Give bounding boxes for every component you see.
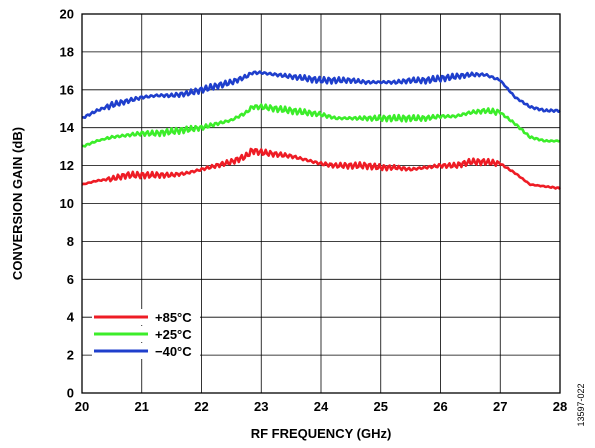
y-tick-label: 12 xyxy=(60,158,74,173)
legend: +85°C +25°C −40°C xyxy=(92,309,200,359)
y-axis-label: CONVERSION GAIN (dB) xyxy=(10,127,25,280)
x-tick-label: 20 xyxy=(75,399,89,414)
y-tick-label: 18 xyxy=(60,44,74,59)
legend-label: −40°C xyxy=(155,344,192,359)
y-tick-label: 8 xyxy=(67,234,74,249)
legend-label: +25°C xyxy=(155,327,192,342)
y-tick-label: 0 xyxy=(67,386,74,401)
y-tick-label: 10 xyxy=(60,196,74,211)
y-tick-label: 16 xyxy=(60,82,74,97)
y-tick-label: 4 xyxy=(67,310,75,325)
y-tick-label: 6 xyxy=(67,272,74,287)
plot-frame xyxy=(81,13,561,394)
x-tick-label: 25 xyxy=(374,399,388,414)
x-tick-label: 21 xyxy=(135,399,149,414)
x-tick-label: 27 xyxy=(493,399,507,414)
series-lines xyxy=(81,70,561,191)
y-tick-label: 20 xyxy=(60,7,74,22)
x-axis-label: RF FREQUENCY (GHz) xyxy=(251,426,392,441)
figure-id: 13597-022 xyxy=(576,383,586,426)
series-line xyxy=(81,147,561,191)
x-tick-labels: 20 21 22 23 24 25 26 27 28 xyxy=(75,399,567,414)
legend-label: +85°C xyxy=(155,310,192,325)
x-tick-label: 23 xyxy=(254,399,268,414)
y-tick-label: 2 xyxy=(67,348,74,363)
y-tick-labels: 0 2 4 6 8 10 12 14 16 18 20 xyxy=(60,7,75,401)
series-line xyxy=(81,103,561,148)
series-line xyxy=(81,70,561,119)
x-tick-label: 24 xyxy=(314,399,329,414)
x-tick-label: 26 xyxy=(433,399,447,414)
x-tick-label: 28 xyxy=(553,399,567,414)
x-tick-label: 22 xyxy=(194,399,208,414)
y-tick-label: 14 xyxy=(60,120,75,135)
